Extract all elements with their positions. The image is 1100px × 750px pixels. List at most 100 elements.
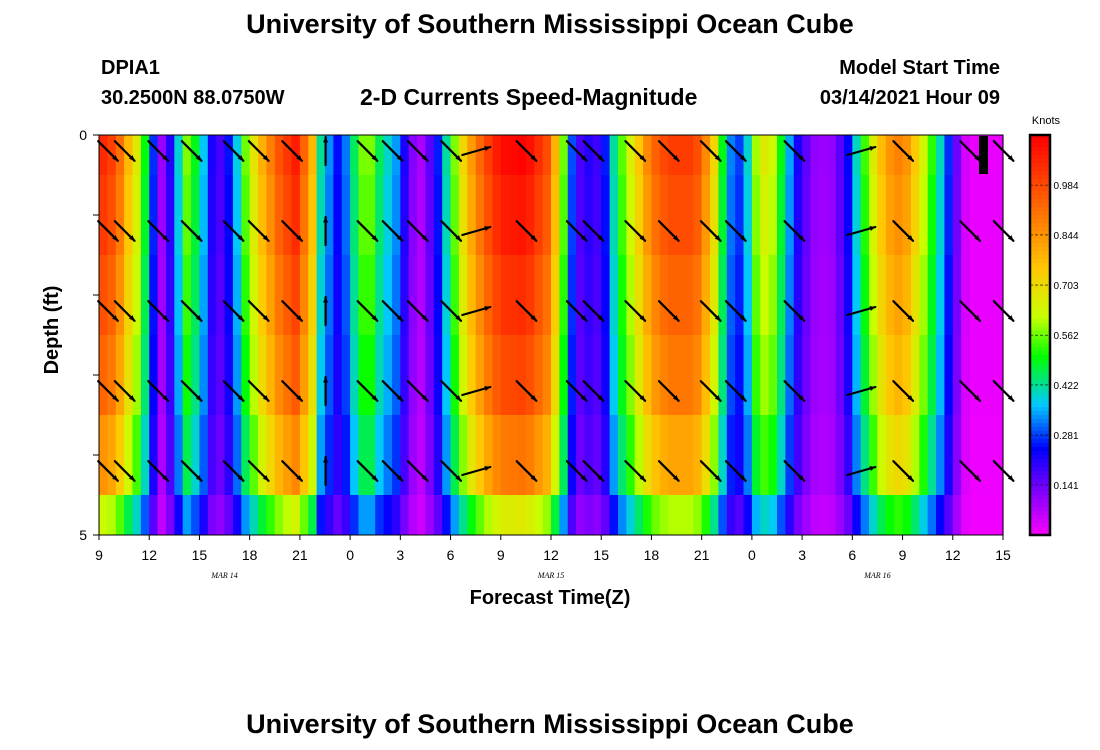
heatmap-cell bbox=[140, 335, 150, 415]
heatmap-cell bbox=[961, 135, 971, 175]
heatmap-cell bbox=[768, 335, 778, 415]
heatmap-cell bbox=[299, 495, 309, 535]
heatmap-cell bbox=[433, 335, 443, 415]
heatmap-cell bbox=[877, 335, 887, 415]
heatmap-cell bbox=[877, 495, 887, 535]
heatmap-cell bbox=[458, 255, 468, 335]
heatmap-cell bbox=[316, 175, 326, 255]
heatmap-cell bbox=[542, 495, 552, 535]
heatmap-cell bbox=[341, 415, 351, 495]
surface-marker bbox=[979, 136, 988, 174]
colorbar-segment bbox=[1030, 511, 1050, 516]
heatmap-cell bbox=[458, 415, 468, 495]
heatmap-cell bbox=[433, 135, 443, 175]
heatmap-cell bbox=[977, 415, 987, 495]
heatmap-cell bbox=[174, 335, 184, 415]
current-arrow bbox=[323, 455, 329, 487]
heatmap-cell bbox=[442, 175, 452, 255]
current-arrow bbox=[992, 220, 1015, 242]
heatmap-cell bbox=[224, 335, 234, 415]
current-arrow bbox=[657, 460, 680, 482]
heatmap-cell bbox=[601, 255, 611, 335]
heatmap-cell bbox=[827, 495, 837, 535]
arrow-head bbox=[421, 395, 428, 401]
arrow-head bbox=[580, 155, 587, 161]
current-arrow bbox=[565, 140, 588, 162]
heatmap-cell bbox=[291, 415, 301, 495]
heatmap-cell bbox=[810, 335, 820, 415]
arrow-head bbox=[597, 235, 604, 241]
heatmap-cell bbox=[936, 255, 946, 335]
heatmap-cell bbox=[718, 175, 728, 255]
current-arrow bbox=[222, 220, 245, 242]
heatmap-cell bbox=[785, 335, 795, 415]
heatmap-cell bbox=[877, 175, 887, 255]
x-tick-label: 9 bbox=[497, 547, 505, 563]
heatmap-cell bbox=[350, 175, 360, 255]
heatmap-cell bbox=[149, 415, 159, 495]
current-arrow bbox=[515, 220, 538, 242]
arrow-head bbox=[907, 395, 913, 401]
heatmap-cell bbox=[182, 335, 192, 415]
heatmap-cell bbox=[559, 135, 569, 175]
heatmap-cell bbox=[617, 255, 627, 335]
arrow-head bbox=[237, 475, 244, 481]
arrow-head bbox=[323, 217, 329, 223]
heatmap-cell bbox=[174, 415, 184, 495]
arrow-head bbox=[639, 155, 646, 161]
heatmap-cell bbox=[157, 415, 167, 495]
arrow-head bbox=[974, 315, 980, 321]
heatmap-cell bbox=[944, 335, 954, 415]
heatmap-cell bbox=[793, 415, 803, 495]
heatmap-cell bbox=[601, 335, 611, 415]
heatmap-cell bbox=[458, 335, 468, 415]
heatmap-cell bbox=[969, 415, 979, 495]
current-arrow bbox=[281, 300, 303, 322]
heatmap-cell bbox=[165, 495, 175, 535]
heatmap-cell bbox=[852, 135, 862, 175]
heatmap-cell bbox=[400, 135, 410, 175]
current-arrow bbox=[97, 380, 119, 402]
heatmap-cell bbox=[375, 175, 385, 255]
heatmap-cell bbox=[651, 135, 661, 175]
heatmap-cell bbox=[710, 415, 720, 495]
colorbar-segment bbox=[1030, 259, 1050, 264]
arrow-head bbox=[672, 235, 679, 241]
arrow-head bbox=[371, 315, 378, 321]
heatmap-cell bbox=[500, 415, 510, 495]
heatmap-cell bbox=[525, 335, 535, 415]
heatmap-cell bbox=[492, 175, 502, 255]
heatmap-cell bbox=[961, 255, 971, 335]
heatmap-cell bbox=[726, 255, 736, 335]
heatmap-cell bbox=[584, 335, 594, 415]
arrow-head bbox=[296, 475, 302, 481]
arrow-head bbox=[672, 315, 679, 321]
heatmap-cell bbox=[375, 255, 385, 335]
current-arrow bbox=[440, 460, 463, 482]
heatmap-cell bbox=[191, 175, 201, 255]
colorbar-segment bbox=[1030, 475, 1050, 480]
heatmap-cell bbox=[492, 255, 502, 335]
colorbar-segment bbox=[1030, 347, 1050, 352]
heatmap-cell bbox=[885, 335, 895, 415]
heatmap-cell bbox=[902, 495, 912, 535]
heatmap-cell bbox=[249, 335, 259, 415]
heatmap-cell bbox=[919, 255, 929, 335]
heatmap-cell bbox=[726, 335, 736, 415]
arrow-head bbox=[714, 155, 721, 161]
heatmap-cell bbox=[509, 255, 519, 335]
heatmap-cell bbox=[484, 415, 494, 495]
heatmap-cell bbox=[115, 135, 125, 175]
heatmap-cell bbox=[258, 255, 268, 335]
heatmap-cell bbox=[157, 175, 167, 255]
heatmap-cell bbox=[517, 175, 527, 255]
heatmap-cell bbox=[525, 175, 535, 255]
arrow-head bbox=[162, 395, 168, 401]
heatmap-cell bbox=[852, 175, 862, 255]
heatmap-cell bbox=[643, 175, 653, 255]
heatmap-cell bbox=[249, 255, 259, 335]
heatmap-cell bbox=[751, 135, 761, 175]
heatmap-cell bbox=[149, 335, 159, 415]
heatmap-cell bbox=[182, 415, 192, 495]
colorbar-segment bbox=[1030, 451, 1050, 456]
